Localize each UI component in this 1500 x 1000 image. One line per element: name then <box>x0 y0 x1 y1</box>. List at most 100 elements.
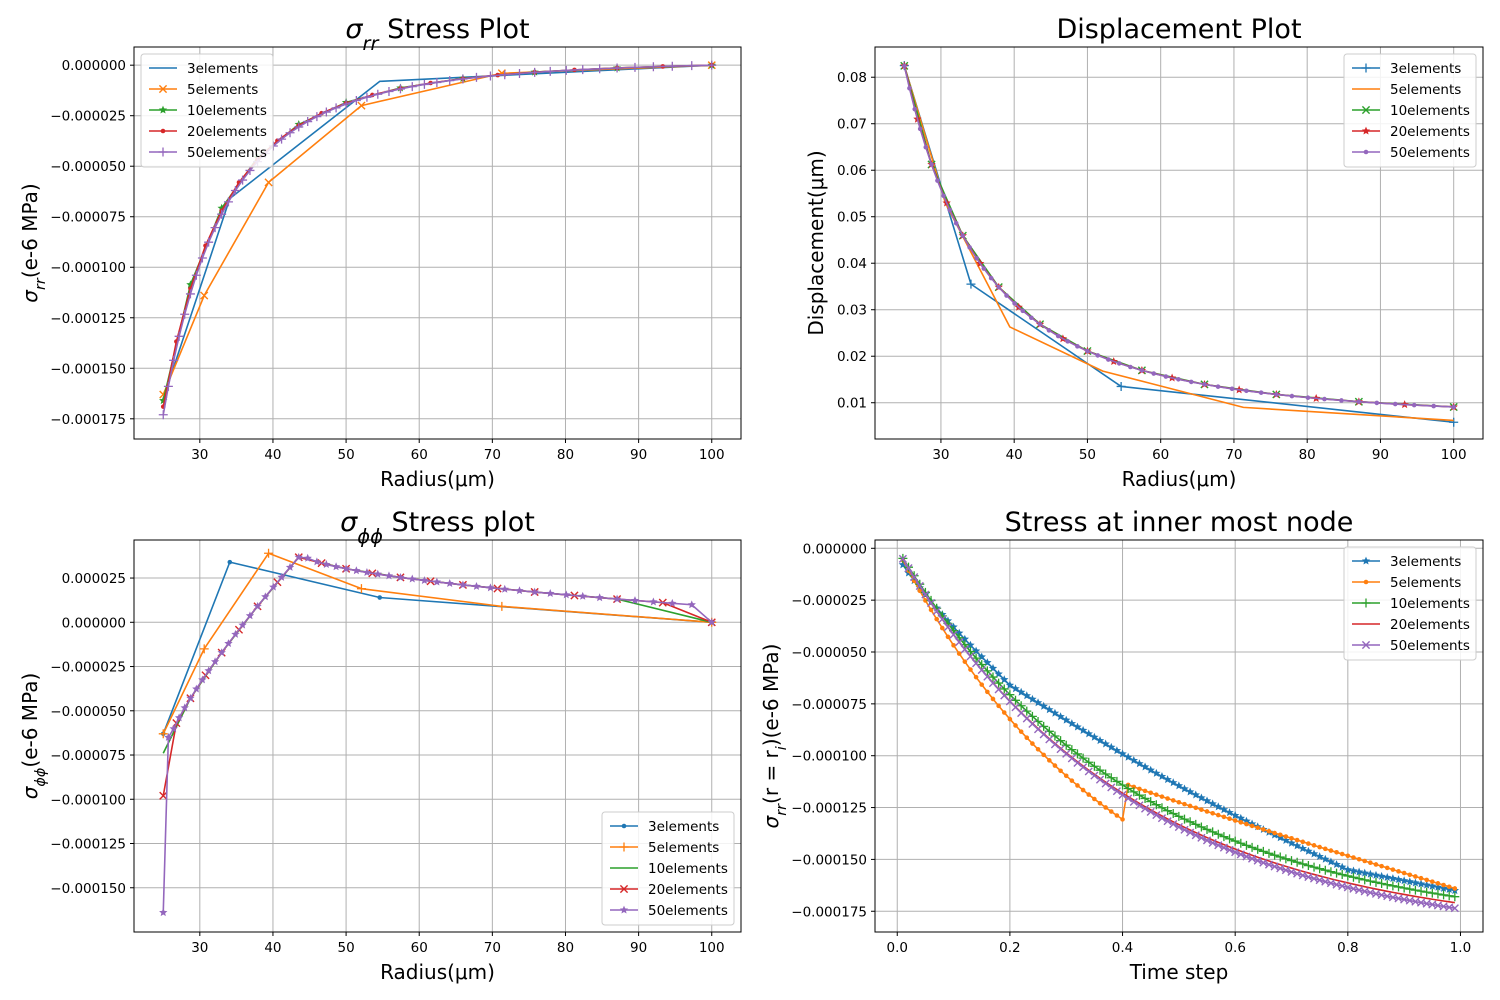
data-point <box>1326 867 1336 877</box>
y-axis-label: σrr(r = ri)(e-6 MPa) <box>759 644 790 829</box>
data-point <box>630 62 640 72</box>
data-point <box>1193 805 1199 811</box>
data-point <box>1061 740 1071 750</box>
data-point <box>530 67 540 77</box>
legend-marker <box>158 147 168 157</box>
data-point <box>971 646 981 655</box>
data-point <box>1289 836 1294 841</box>
data-point <box>1065 339 1070 344</box>
data-point <box>1253 856 1262 865</box>
series-50elements <box>898 554 1459 913</box>
data-point <box>1377 879 1387 889</box>
data-point <box>217 209 227 219</box>
legend-label: 3elements <box>1390 61 1461 77</box>
data-point <box>1163 374 1169 379</box>
data-point <box>578 65 588 75</box>
series-line <box>162 552 712 735</box>
data-point <box>408 574 417 583</box>
data-point <box>1287 856 1296 866</box>
data-point <box>373 569 382 578</box>
data-point <box>174 331 184 341</box>
legend-label: 10elements <box>1390 103 1470 119</box>
data-point <box>1293 869 1302 878</box>
data-point <box>1197 833 1206 842</box>
data-point <box>264 548 274 558</box>
data-point <box>1356 399 1362 405</box>
data-point <box>1405 884 1415 894</box>
data-point <box>1191 831 1200 840</box>
data-point <box>1360 868 1369 877</box>
data-point <box>1306 841 1311 846</box>
data-point <box>1304 872 1313 882</box>
data-point <box>1180 784 1189 793</box>
data-point <box>384 86 394 96</box>
x-axis-label: Radius(μm) <box>380 960 495 984</box>
legend-label: 20elements <box>187 124 267 140</box>
data-point <box>1407 872 1413 878</box>
plot-frame <box>874 46 1484 440</box>
data-point <box>1079 763 1088 772</box>
data-point <box>1188 379 1194 385</box>
legend-label: 50elements <box>187 145 267 161</box>
data-point <box>1213 829 1223 839</box>
y-tick-label: −0.000075 <box>791 697 867 713</box>
data-point <box>1259 858 1268 867</box>
legend-box <box>1343 53 1477 168</box>
x-axis-label: Time step <box>1129 960 1229 984</box>
data-point <box>210 657 220 666</box>
legend-marker <box>1361 640 1371 650</box>
data-point <box>1033 698 1043 707</box>
data-point <box>530 587 539 596</box>
data-point <box>1012 301 1017 306</box>
y-tick-label: −0.000050 <box>791 645 867 661</box>
legend-label: 20elements <box>648 882 728 898</box>
x-tick-label: 0.6 <box>1224 940 1245 956</box>
data-point <box>974 255 979 261</box>
series-50elements <box>158 60 717 420</box>
data-point <box>500 70 510 80</box>
data-point <box>977 660 987 670</box>
data-point <box>1349 866 1358 875</box>
data-point <box>163 381 173 391</box>
data-point <box>1270 862 1279 871</box>
data-point <box>667 61 677 71</box>
data-point <box>1317 844 1322 850</box>
data-point <box>1063 773 1069 779</box>
data-point <box>966 652 975 661</box>
data-point <box>1180 825 1189 834</box>
data-point <box>1328 848 1334 853</box>
data-point <box>1169 820 1178 829</box>
data-point <box>1186 828 1195 837</box>
x-tick-label: 70 <box>1225 447 1242 463</box>
data-point <box>1062 749 1071 758</box>
x-tick-label: 90 <box>1372 447 1389 463</box>
data-point <box>562 590 571 599</box>
y-tick-label: 0.06 <box>837 163 867 179</box>
x-tick-label: 40 <box>1006 447 1023 463</box>
data-point <box>1450 904 1459 913</box>
data-point <box>1005 690 1015 700</box>
data-point <box>953 220 959 226</box>
series-5elements <box>158 548 717 739</box>
data-point <box>341 99 351 109</box>
data-point <box>164 732 173 741</box>
data-point <box>1089 761 1099 771</box>
x-tick-label: 50 <box>337 940 354 956</box>
legend-entry: 10elements <box>1352 596 1470 612</box>
data-point <box>1055 333 1061 339</box>
y-tick-label: −0.000075 <box>50 210 126 226</box>
data-point <box>1236 850 1245 859</box>
data-point <box>1134 790 1144 800</box>
data-point <box>999 684 1009 694</box>
data-point <box>1384 865 1390 871</box>
data-point <box>960 233 966 238</box>
data-point <box>1011 684 1020 693</box>
legend: 3elements 5elements 10elements 20elements 50… <box>140 53 274 168</box>
data-point <box>1258 846 1268 856</box>
data-point <box>1106 357 1111 362</box>
legend-entry: 5elements <box>1352 82 1461 98</box>
data-point <box>1163 775 1172 784</box>
data-point <box>1118 749 1127 758</box>
data-point <box>158 410 168 420</box>
data-point <box>1140 793 1150 803</box>
